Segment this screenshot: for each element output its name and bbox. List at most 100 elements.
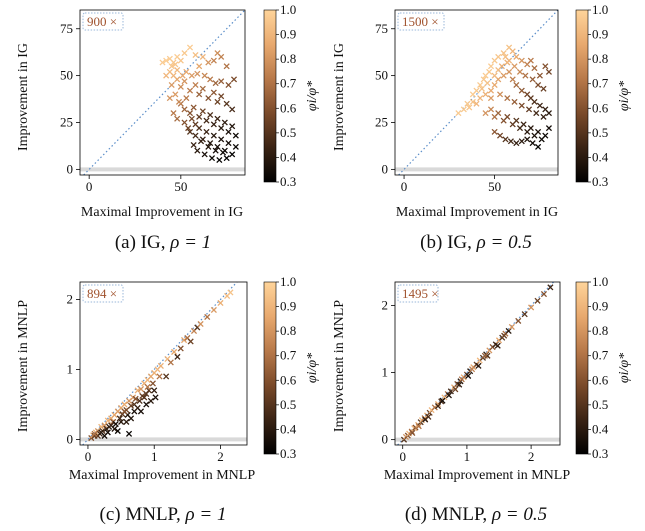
data-point-marker <box>214 98 221 105</box>
colorbar-tick-label: 0.9 <box>592 299 608 314</box>
data-point-marker <box>183 68 190 75</box>
y-tick-label: 1 <box>382 365 389 380</box>
data-point-marker <box>452 386 459 393</box>
data-point-marker <box>214 143 221 150</box>
data-point-marker <box>196 63 203 70</box>
data-point-marker <box>495 53 502 60</box>
data-point-marker <box>212 80 219 87</box>
data-point-marker <box>527 125 534 132</box>
data-point-marker <box>188 72 195 79</box>
colorbar-tick-label: 0.7 <box>592 76 609 91</box>
data-point-marker <box>225 128 232 135</box>
x-tick-label: 50 <box>174 179 187 194</box>
caption-rho: ρ = 0.5 <box>491 504 547 525</box>
data-point-marker <box>536 102 543 109</box>
caption-prefix: (c) MNLP, <box>100 504 186 525</box>
data-point-marker <box>495 66 502 74</box>
data-point-marker <box>136 397 143 404</box>
data-point-marker <box>190 104 197 111</box>
caption-rho: ρ = 1 <box>185 504 227 525</box>
x-tick-label: 0 <box>85 449 92 464</box>
data-point-marker <box>540 291 548 298</box>
colorbar-tick-label: 1.0 <box>592 274 608 289</box>
colorbar-label: φi/φ* <box>305 81 320 111</box>
data-point-marker <box>192 51 199 59</box>
data-point-marker <box>168 63 175 70</box>
data-point-marker <box>151 387 158 394</box>
y-tick-label: 25 <box>375 115 388 130</box>
data-point-marker <box>210 306 217 314</box>
colorbar <box>263 281 277 455</box>
data-point-marker <box>147 397 154 404</box>
data-point-marker <box>465 372 472 379</box>
data-point-marker <box>123 418 130 425</box>
y-axis-label: Improvement in MNLP <box>332 300 347 432</box>
colorbar-tick-label: 1.0 <box>280 274 296 289</box>
data-point-marker <box>529 140 536 147</box>
data-point-marker <box>533 110 540 117</box>
data-point-marker <box>190 141 197 149</box>
data-point-marker <box>210 89 217 96</box>
data-point-marker <box>163 57 170 64</box>
x-tick-label: 1 <box>464 449 471 464</box>
data-point-marker <box>464 100 471 107</box>
count-annotation-label: 1495 × <box>402 286 439 301</box>
data-point-marker <box>125 430 133 437</box>
data-point-marker <box>518 138 525 145</box>
zero-band <box>80 167 245 172</box>
colorbar-tick-label: 0.9 <box>592 27 608 42</box>
caption-rho: ρ = 1 <box>169 232 211 253</box>
caption-prefix: (a) IG, <box>115 232 170 253</box>
data-point-marker <box>127 402 135 409</box>
data-point-marker <box>199 85 206 92</box>
data-point-marker <box>502 136 509 143</box>
x-axis-label: Maximal Improvement in MNLP <box>69 468 255 483</box>
panel-caption: (c) MNLP, ρ = 1 <box>100 504 227 525</box>
data-point-marker <box>214 115 221 122</box>
data-point-marker <box>170 72 177 79</box>
colorbar-tick-label: 0.5 <box>592 125 608 140</box>
y-axis-label: Improvement in IG <box>16 43 31 151</box>
data-point-marker <box>477 81 484 89</box>
data-point-marker <box>181 119 188 126</box>
data-point-marker <box>535 128 542 135</box>
data-point-marker <box>91 430 98 437</box>
data-point-marker <box>504 113 511 120</box>
data-point-marker <box>143 401 150 408</box>
data-point-marker <box>174 353 181 360</box>
zero-band <box>395 167 558 172</box>
colorbar-tick-label: 1.0 <box>592 2 608 17</box>
data-point-marker <box>141 394 148 401</box>
data-point-marker <box>491 128 498 135</box>
colorbar <box>575 281 589 455</box>
colorbar <box>263 9 277 183</box>
data-point-marker <box>199 108 206 115</box>
panel-caption: (d) MNLP, ρ = 0.5 <box>405 504 547 525</box>
y-tick-label: 75 <box>375 21 388 36</box>
data-point-marker <box>484 80 491 87</box>
y-tick-label: 25 <box>60 115 73 130</box>
data-point-marker <box>491 72 498 79</box>
data-point-marker <box>111 425 118 432</box>
data-point-marker <box>425 413 432 420</box>
y-tick-label: 1 <box>67 361 74 376</box>
data-point-marker <box>219 149 227 156</box>
data-point-marker <box>487 87 495 94</box>
data-point-marker <box>201 72 208 79</box>
data-point-marker <box>501 332 508 339</box>
data-point-marker <box>216 156 223 164</box>
data-point-marker <box>207 111 214 119</box>
data-point-marker <box>516 68 524 75</box>
data-point-marker <box>194 147 201 154</box>
data-point-marker <box>167 359 174 366</box>
data-point-marker <box>415 423 422 430</box>
data-point-marker <box>513 140 520 147</box>
colorbar-tick-label: 0.5 <box>280 125 296 140</box>
x-axis-label: Maximal Improvement in MNLP <box>384 468 570 483</box>
data-point-marker <box>188 115 195 122</box>
y-tick-label: 75 <box>60 21 73 36</box>
plot-frame <box>79 281 248 446</box>
data-point-marker <box>196 113 203 120</box>
data-point-marker <box>127 415 135 422</box>
data-point-marker <box>186 128 194 135</box>
